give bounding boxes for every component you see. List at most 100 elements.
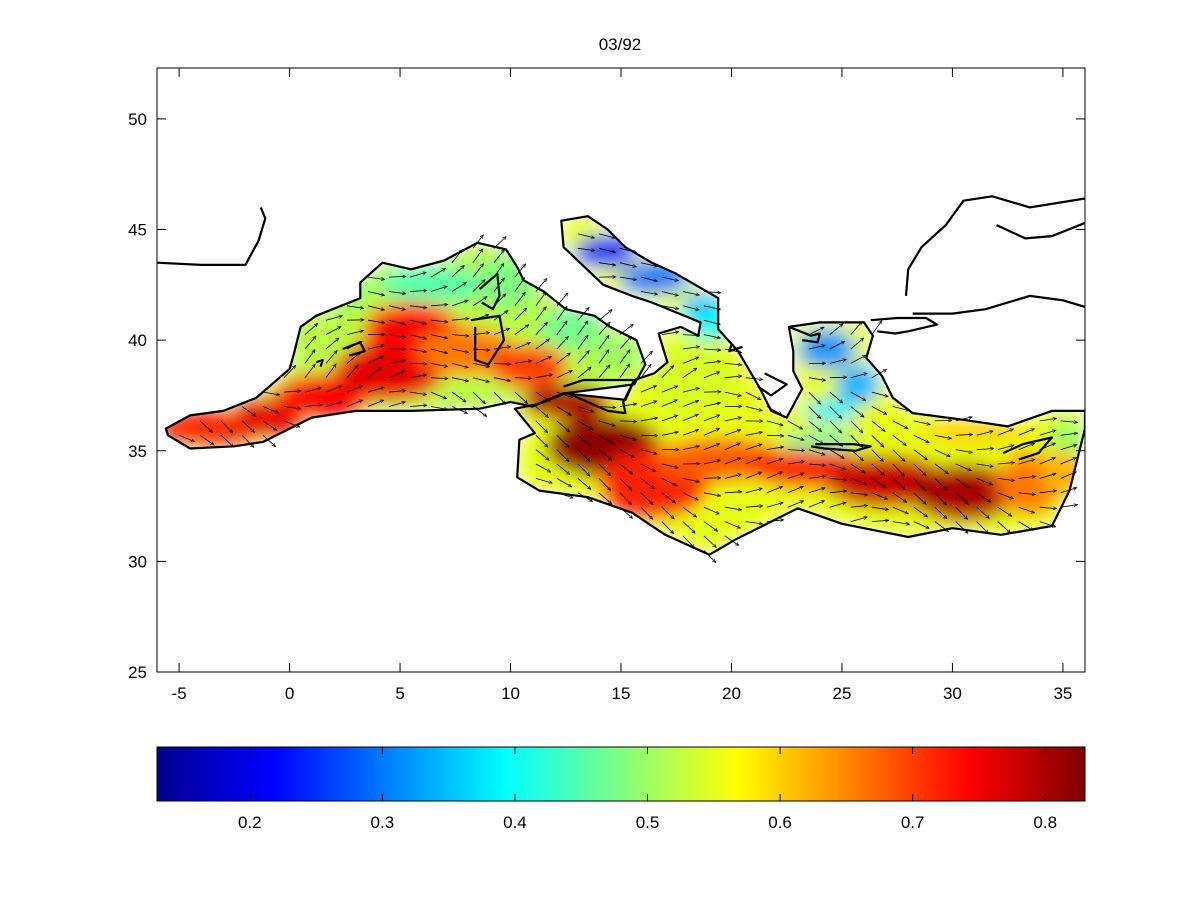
velocity-arrow xyxy=(682,291,700,296)
velocity-arrow xyxy=(976,478,993,484)
velocity-arrow xyxy=(535,339,550,350)
velocity-arrow xyxy=(661,386,678,393)
velocity-arrow xyxy=(787,450,805,451)
velocity-arrow xyxy=(598,449,612,461)
plot-title: 03/92 xyxy=(599,35,642,54)
velocity-arrow xyxy=(976,506,990,518)
velocity-arrow xyxy=(724,458,741,465)
velocity-arrow xyxy=(472,391,485,404)
velocity-arrow xyxy=(1018,477,1036,479)
velocity-arrow xyxy=(829,340,845,350)
coast-eastern-basin xyxy=(513,215,1085,556)
velocity-arrow xyxy=(871,520,889,521)
velocity-arrow xyxy=(850,492,868,495)
velocity-arrow xyxy=(1018,443,1035,450)
y-tick-label: 45 xyxy=(128,221,147,240)
velocity-arrow xyxy=(682,430,699,436)
coast-western-basin xyxy=(164,241,647,450)
velocity-arrow xyxy=(703,349,721,350)
velocity-arrow xyxy=(451,283,466,292)
velocity-arrow xyxy=(808,449,825,455)
velocity-arrow xyxy=(913,434,929,443)
coastline-segment xyxy=(912,294,1085,315)
velocity-arrow xyxy=(766,472,783,479)
velocity-arrow xyxy=(367,367,381,379)
velocity-arrow xyxy=(367,345,385,350)
velocity-arrow xyxy=(1039,507,1057,508)
velocity-arrow xyxy=(619,478,632,490)
velocity-arrow xyxy=(724,363,742,365)
velocity-arrow xyxy=(283,406,301,409)
velocity-arrow xyxy=(682,347,700,350)
velocity-arrow xyxy=(325,316,343,321)
velocity-arrow xyxy=(577,463,590,476)
velocity-arrow xyxy=(955,434,973,435)
velocity-arrow xyxy=(787,501,804,508)
velocity-arrow xyxy=(766,487,783,494)
velocity-arrow xyxy=(682,521,695,534)
coastline-segment xyxy=(728,344,743,353)
velocity-arrow xyxy=(304,364,315,378)
y-tick-label: 35 xyxy=(128,442,147,461)
velocity-arrow xyxy=(388,391,406,393)
velocity-arrow xyxy=(766,420,783,426)
velocity-arrow xyxy=(829,463,846,470)
velocity-arrow xyxy=(304,405,322,407)
velocity-arrow xyxy=(787,461,805,465)
velocity-arrow xyxy=(808,406,821,419)
velocity-arrow xyxy=(1060,445,1077,450)
velocity-arrow xyxy=(535,478,552,483)
velocity-arrow xyxy=(472,264,484,278)
coastline-segment xyxy=(757,372,788,397)
velocity-arrow xyxy=(871,478,886,487)
velocity-arrow xyxy=(598,407,616,408)
velocity-arrow xyxy=(325,402,342,407)
velocity-arrow xyxy=(430,348,448,353)
velocity-arrow xyxy=(934,492,947,505)
velocity-arrow xyxy=(913,492,926,505)
velocity-arrow xyxy=(367,291,385,296)
velocity-arrow xyxy=(556,406,572,416)
velocity-arrow xyxy=(430,363,448,366)
colorbar-tick-label: 0.2 xyxy=(238,813,262,832)
field-patch xyxy=(835,364,880,405)
velocity-arrow xyxy=(955,521,968,534)
velocity-arrow xyxy=(850,322,862,335)
velocity-arrow xyxy=(829,391,843,403)
y-tick-label: 40 xyxy=(128,331,147,350)
velocity-arrow xyxy=(472,297,487,307)
velocity-arrow xyxy=(451,300,468,307)
velocity-arrow xyxy=(283,420,300,427)
field-patch xyxy=(797,329,856,369)
velocity-arrow xyxy=(409,334,427,339)
velocity-arrow xyxy=(619,404,637,407)
velocity-arrow xyxy=(325,326,341,335)
velocity-arrow xyxy=(892,478,906,490)
velocity-arrow xyxy=(913,478,926,490)
x-tick-label: 25 xyxy=(832,684,851,703)
velocity-arrow xyxy=(535,292,546,307)
velocity-arrow xyxy=(598,247,616,252)
velocity-arrow xyxy=(1039,430,1056,436)
y-axis-ticks: 25 30 35 40 45 50 xyxy=(128,110,1085,682)
velocity-arrow xyxy=(367,387,384,393)
velocity-arrow xyxy=(577,247,595,250)
velocity-arrow xyxy=(724,391,742,396)
velocity-arrow xyxy=(263,391,280,395)
velocity-arrow xyxy=(304,323,318,335)
velocity-arrow xyxy=(178,434,195,441)
velocity-arrow xyxy=(409,363,427,364)
velocity-arrow xyxy=(640,364,651,378)
velocity-arrow xyxy=(766,459,783,465)
velocity-arrow xyxy=(451,391,466,402)
velocity-arrow xyxy=(346,305,364,309)
velocity-arrow xyxy=(577,420,593,430)
velocity-arrow xyxy=(535,463,551,472)
velocity-arrow xyxy=(997,478,1015,480)
velocity-arrow xyxy=(829,420,842,433)
velocity-arrow xyxy=(619,276,637,280)
x-tick-label: 0 xyxy=(285,684,294,703)
velocity-arrow xyxy=(535,307,546,321)
velocity-arrow xyxy=(703,460,721,465)
velocity-arrow xyxy=(829,491,847,494)
